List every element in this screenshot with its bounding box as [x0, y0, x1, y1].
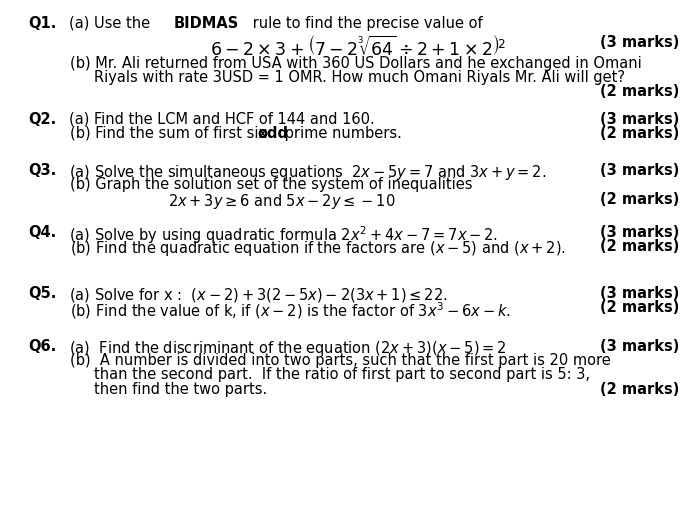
Text: (b)  A number is divided into two parts, such that the first part is 20 more: (b) A number is divided into two parts, … — [70, 353, 610, 368]
Text: (3 marks): (3 marks) — [600, 339, 679, 354]
Text: Q6.: Q6. — [28, 339, 56, 354]
Text: (2 marks): (2 marks) — [600, 84, 679, 99]
Text: BIDMAS: BIDMAS — [174, 16, 239, 31]
Text: (2 marks): (2 marks) — [600, 126, 679, 141]
Text: odd: odd — [257, 126, 288, 141]
Text: (a) Solve for x :  $(x - 2) + 3(2 - 5x) - 2(3x + 1) \leq 22$.: (a) Solve for x : $(x - 2) + 3(2 - 5x) -… — [69, 286, 447, 304]
Text: (3 marks): (3 marks) — [600, 112, 679, 126]
Text: (b) Graph the solution set of the system of inequalities: (b) Graph the solution set of the system… — [70, 177, 473, 192]
Text: (b) Mr. Ali returned from USA with 360 US Dollars and he exchanged in Omani: (b) Mr. Ali returned from USA with 360 U… — [70, 56, 642, 71]
Text: Q1.: Q1. — [28, 16, 57, 31]
Text: (a)  Find the discriminant of the equation $(2x + 3)(x - 5) = 2$: (a) Find the discriminant of the equatio… — [69, 339, 506, 358]
Text: (3 marks): (3 marks) — [600, 35, 679, 49]
Text: (3 marks): (3 marks) — [600, 225, 679, 239]
Text: (b) Find the value of k, if $(x - 2)$ is the factor of $3x^3 - 6x - k$.: (b) Find the value of k, if $(x - 2)$ is… — [70, 300, 511, 321]
Text: (2 marks): (2 marks) — [600, 382, 679, 397]
Text: $2x + 3y \geq 6$ and $5x - 2y \leq -10$: $2x + 3y \geq 6$ and $5x - 2y \leq -10$ — [168, 192, 396, 211]
Text: Q3.: Q3. — [28, 163, 56, 178]
Text: (a) Solve by using quadratic formula $2x^2 + 4x - 7 = 7x - 2$.: (a) Solve by using quadratic formula $2x… — [69, 225, 498, 246]
Text: Q4.: Q4. — [28, 225, 56, 239]
Text: $6 - 2 \times 3 + \left(7 - 2\sqrt[3]{64} \div 2 + 1 \times 2\right)^{\!2}$: $6 - 2 \times 3 + \left(7 - 2\sqrt[3]{64… — [210, 35, 506, 59]
Text: Q2.: Q2. — [28, 112, 56, 126]
Text: Riyals with rate 3USD = 1 OMR. How much Omani Riyals Mr. Ali will get?: Riyals with rate 3USD = 1 OMR. How much … — [94, 70, 626, 85]
Text: (a) Solve the simultaneous equations  $2x - 5y = 7$ and $3x + y = 2$.: (a) Solve the simultaneous equations $2x… — [69, 163, 546, 182]
Text: rule to find the precise value of: rule to find the precise value of — [248, 16, 483, 31]
Text: Q5.: Q5. — [28, 286, 57, 301]
Text: (3 marks): (3 marks) — [600, 286, 679, 301]
Text: then find the two parts.: then find the two parts. — [94, 382, 267, 397]
Text: (a) Find the LCM and HCF of 144 and 160.: (a) Find the LCM and HCF of 144 and 160. — [69, 112, 375, 126]
Text: (b) Find the quadratic equation if the factors are $(x - 5)$ and $(x + 2)$.: (b) Find the quadratic equation if the f… — [70, 239, 566, 258]
Text: (2 marks): (2 marks) — [600, 239, 679, 254]
Text: (a) Use the: (a) Use the — [69, 16, 155, 31]
Text: than the second part.  If the ratio of first part to second part is 5: 3,: than the second part. If the ratio of fi… — [94, 367, 591, 382]
Text: (2 marks): (2 marks) — [600, 300, 679, 315]
Text: (3 marks): (3 marks) — [600, 163, 679, 178]
Text: prime numbers.: prime numbers. — [280, 126, 402, 141]
Text: (2 marks): (2 marks) — [600, 192, 679, 207]
Text: (b) Find the sum of first six: (b) Find the sum of first six — [70, 126, 272, 141]
